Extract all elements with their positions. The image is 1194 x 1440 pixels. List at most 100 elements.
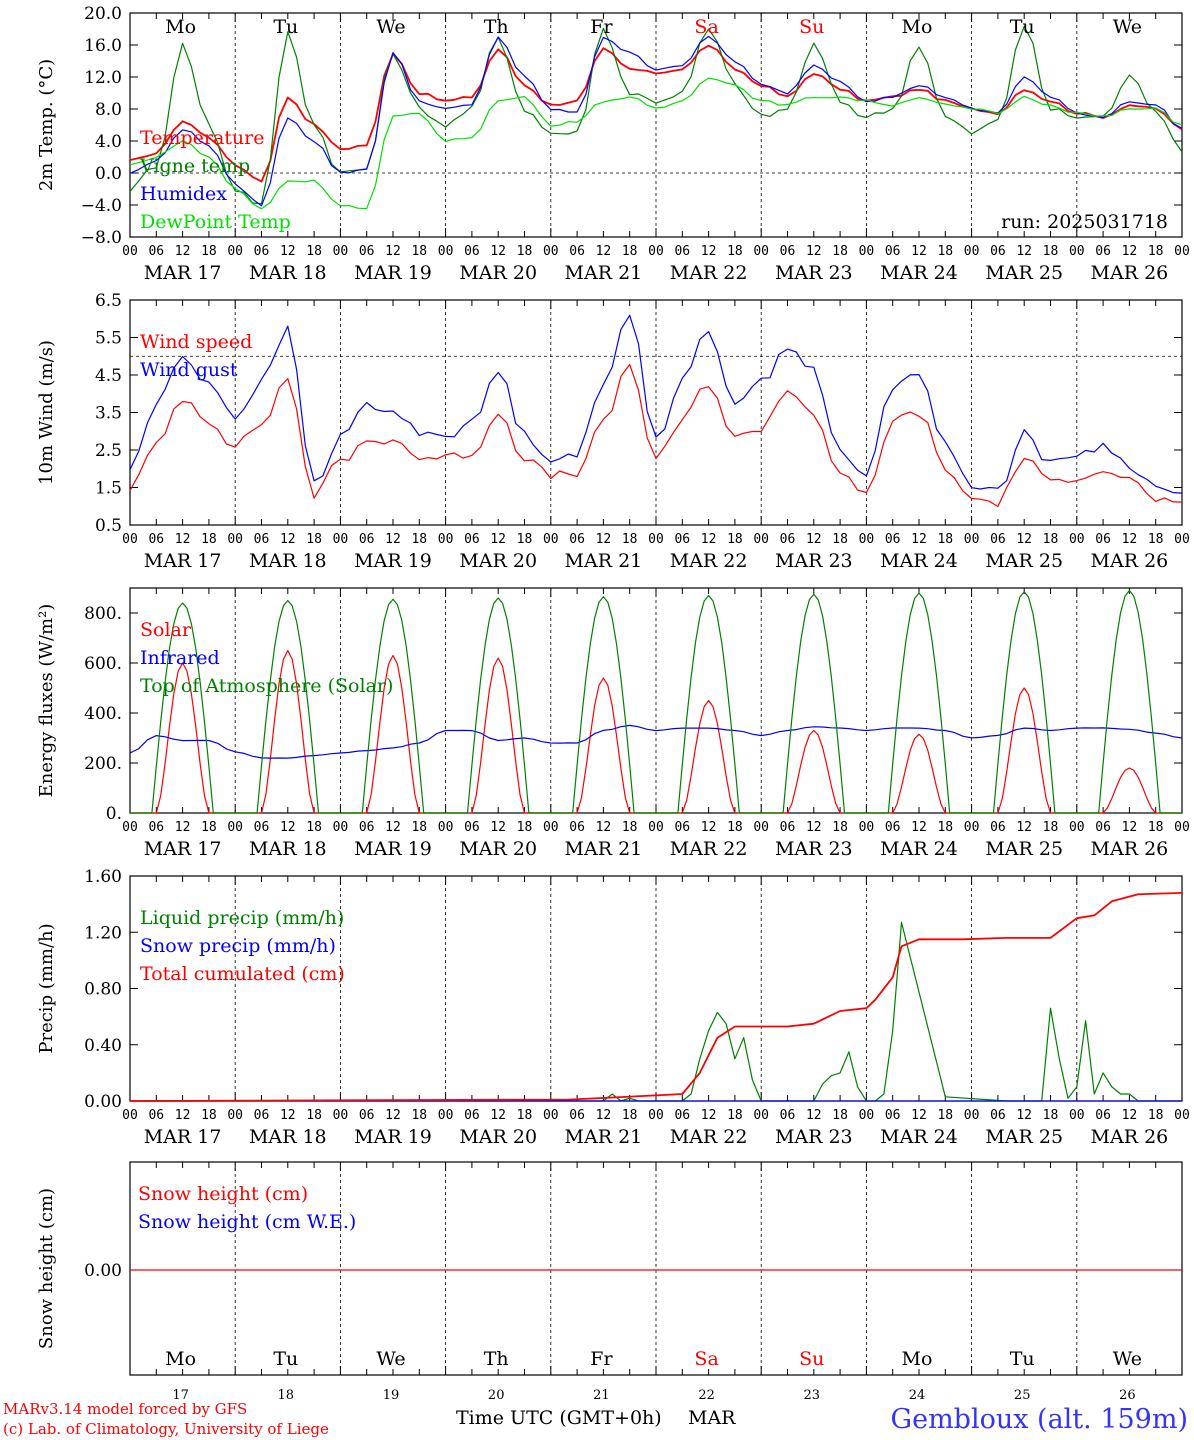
hour-tick-label: 18 <box>1148 244 1164 259</box>
hour-tick-label: 00 <box>122 820 138 835</box>
y-axis-label: Energy fluxes (W/m²) <box>36 604 57 798</box>
y-tick-label: 1.20 <box>84 923 122 943</box>
date-label: MAR 26 <box>1091 550 1169 572</box>
hour-tick-label: 06 <box>780 244 796 259</box>
series-group <box>129 589 1183 814</box>
day-number: 24 <box>909 1388 926 1403</box>
day-number: 21 <box>593 1388 610 1403</box>
date-label: MAR 25 <box>985 262 1063 284</box>
y-tick-label: 4.5 <box>95 366 122 386</box>
hour-tick-label: 12 <box>1016 244 1032 259</box>
hour-tick-label: 18 <box>1148 820 1164 835</box>
weekday-label: We <box>376 16 405 38</box>
date-label: MAR 18 <box>249 1126 327 1148</box>
model-credit: MARv3.14 model forced by GFS <box>3 1400 247 1418</box>
hour-tick-label: 00 <box>438 1108 454 1123</box>
series-line <box>129 314 1183 494</box>
hour-tick-label: 18 <box>832 820 848 835</box>
legend-entry: Wind speed <box>140 331 252 353</box>
legend-entry: Humidex <box>140 183 227 205</box>
y-tick-label: 600. <box>84 654 122 674</box>
date-label: MAR 21 <box>565 1126 643 1148</box>
day-number: 26 <box>1119 1388 1136 1403</box>
series-line <box>129 363 1183 508</box>
hour-tick-label: 18 <box>411 244 427 259</box>
hour-tick-label: 06 <box>885 532 901 547</box>
hour-tick-label: 06 <box>569 244 585 259</box>
y-tick-label: −8.0 <box>81 228 122 248</box>
hour-tick-label: 12 <box>1016 820 1032 835</box>
hour-tick-label: 12 <box>490 532 506 547</box>
hour-tick-label: 12 <box>596 820 612 835</box>
hour-tick-label: 18 <box>306 532 322 547</box>
hour-tick-label: 06 <box>1095 532 1111 547</box>
date-label: MAR 19 <box>354 838 432 860</box>
hour-tick-label: 00 <box>227 244 243 259</box>
hour-tick-label: 00 <box>543 244 559 259</box>
weekday-label: Mo <box>902 1348 933 1370</box>
hour-tick-label: 18 <box>622 244 638 259</box>
hour-tick-label: 00 <box>648 820 664 835</box>
weekday-label: Fr <box>590 1348 613 1370</box>
weekday-label: Tu <box>1010 16 1035 38</box>
day-number: 25 <box>1014 1388 1031 1403</box>
date-label: MAR 18 <box>249 838 327 860</box>
hour-tick-label: 00 <box>333 244 349 259</box>
y-tick-label: 12.0 <box>84 68 122 88</box>
date-label: MAR 21 <box>565 838 643 860</box>
hour-tick-label: 06 <box>569 532 585 547</box>
hour-tick-label: 12 <box>1122 532 1138 547</box>
hour-tick-label: 12 <box>1016 1108 1032 1123</box>
hour-tick-label: 18 <box>622 820 638 835</box>
y-axis-label: Precip (mm/h) <box>36 923 57 1053</box>
hour-tick-label: 12 <box>596 244 612 259</box>
y-axis-label: 10m Wind (m/s) <box>36 340 57 485</box>
hour-tick-label: 18 <box>727 244 743 259</box>
hour-tick-label: 00 <box>753 244 769 259</box>
date-label: MAR 17 <box>144 1126 222 1148</box>
legend-entry: Wind gust <box>140 359 238 381</box>
hour-tick-label: 18 <box>1043 244 1059 259</box>
y-axis-label: 2m Temp. (°C) <box>36 59 57 191</box>
hour-tick-label: 18 <box>517 532 533 547</box>
hour-tick-label: 18 <box>937 820 953 835</box>
date-label: MAR 23 <box>775 550 853 572</box>
hour-tick-label: 12 <box>280 244 296 259</box>
hour-tick-label: 00 <box>753 820 769 835</box>
hour-tick-label: 00 <box>227 1108 243 1123</box>
weekday-label: We <box>376 1348 405 1370</box>
hour-tick-label: 06 <box>990 1108 1006 1123</box>
hour-tick-label: 06 <box>464 532 480 547</box>
hour-tick-label: 00 <box>648 532 664 547</box>
series-line <box>129 35 1183 207</box>
hour-tick-label: 18 <box>622 532 638 547</box>
y-tick-label: 1.5 <box>95 479 122 499</box>
series-group <box>129 314 1183 508</box>
date-label: MAR 22 <box>670 550 748 572</box>
hour-tick-label: 00 <box>122 1108 138 1123</box>
hour-tick-label: 06 <box>885 1108 901 1123</box>
date-label: MAR 26 <box>1091 1126 1169 1148</box>
hour-tick-label: 18 <box>727 820 743 835</box>
day-number: 22 <box>698 1388 715 1403</box>
hour-tick-label: 06 <box>674 244 690 259</box>
hour-tick-label: 12 <box>911 1108 927 1123</box>
hour-tick-label: 12 <box>175 244 191 259</box>
y-tick-label: 3.5 <box>95 404 122 424</box>
legend-entry: Snow height (cm W.E.) <box>138 1211 356 1233</box>
hour-tick-label: 12 <box>806 532 822 547</box>
legend-entry: Solar <box>140 619 192 641</box>
date-label: MAR 26 <box>1091 838 1169 860</box>
hour-tick-label: 00 <box>333 1108 349 1123</box>
date-label: MAR 22 <box>670 262 748 284</box>
date-label: MAR 19 <box>354 550 432 572</box>
date-label: MAR 25 <box>985 838 1063 860</box>
hour-tick-label: 12 <box>280 532 296 547</box>
hour-tick-label: 06 <box>885 820 901 835</box>
panel-5: 0.00 Snow height (cm) Snow height (cm) Snow… <box>36 1161 1183 1403</box>
legend-entry: Infrared <box>140 647 220 669</box>
hour-tick-label: 12 <box>806 1108 822 1123</box>
date-label: MAR 24 <box>880 1126 958 1148</box>
hour-tick-label: 18 <box>1148 1108 1164 1123</box>
